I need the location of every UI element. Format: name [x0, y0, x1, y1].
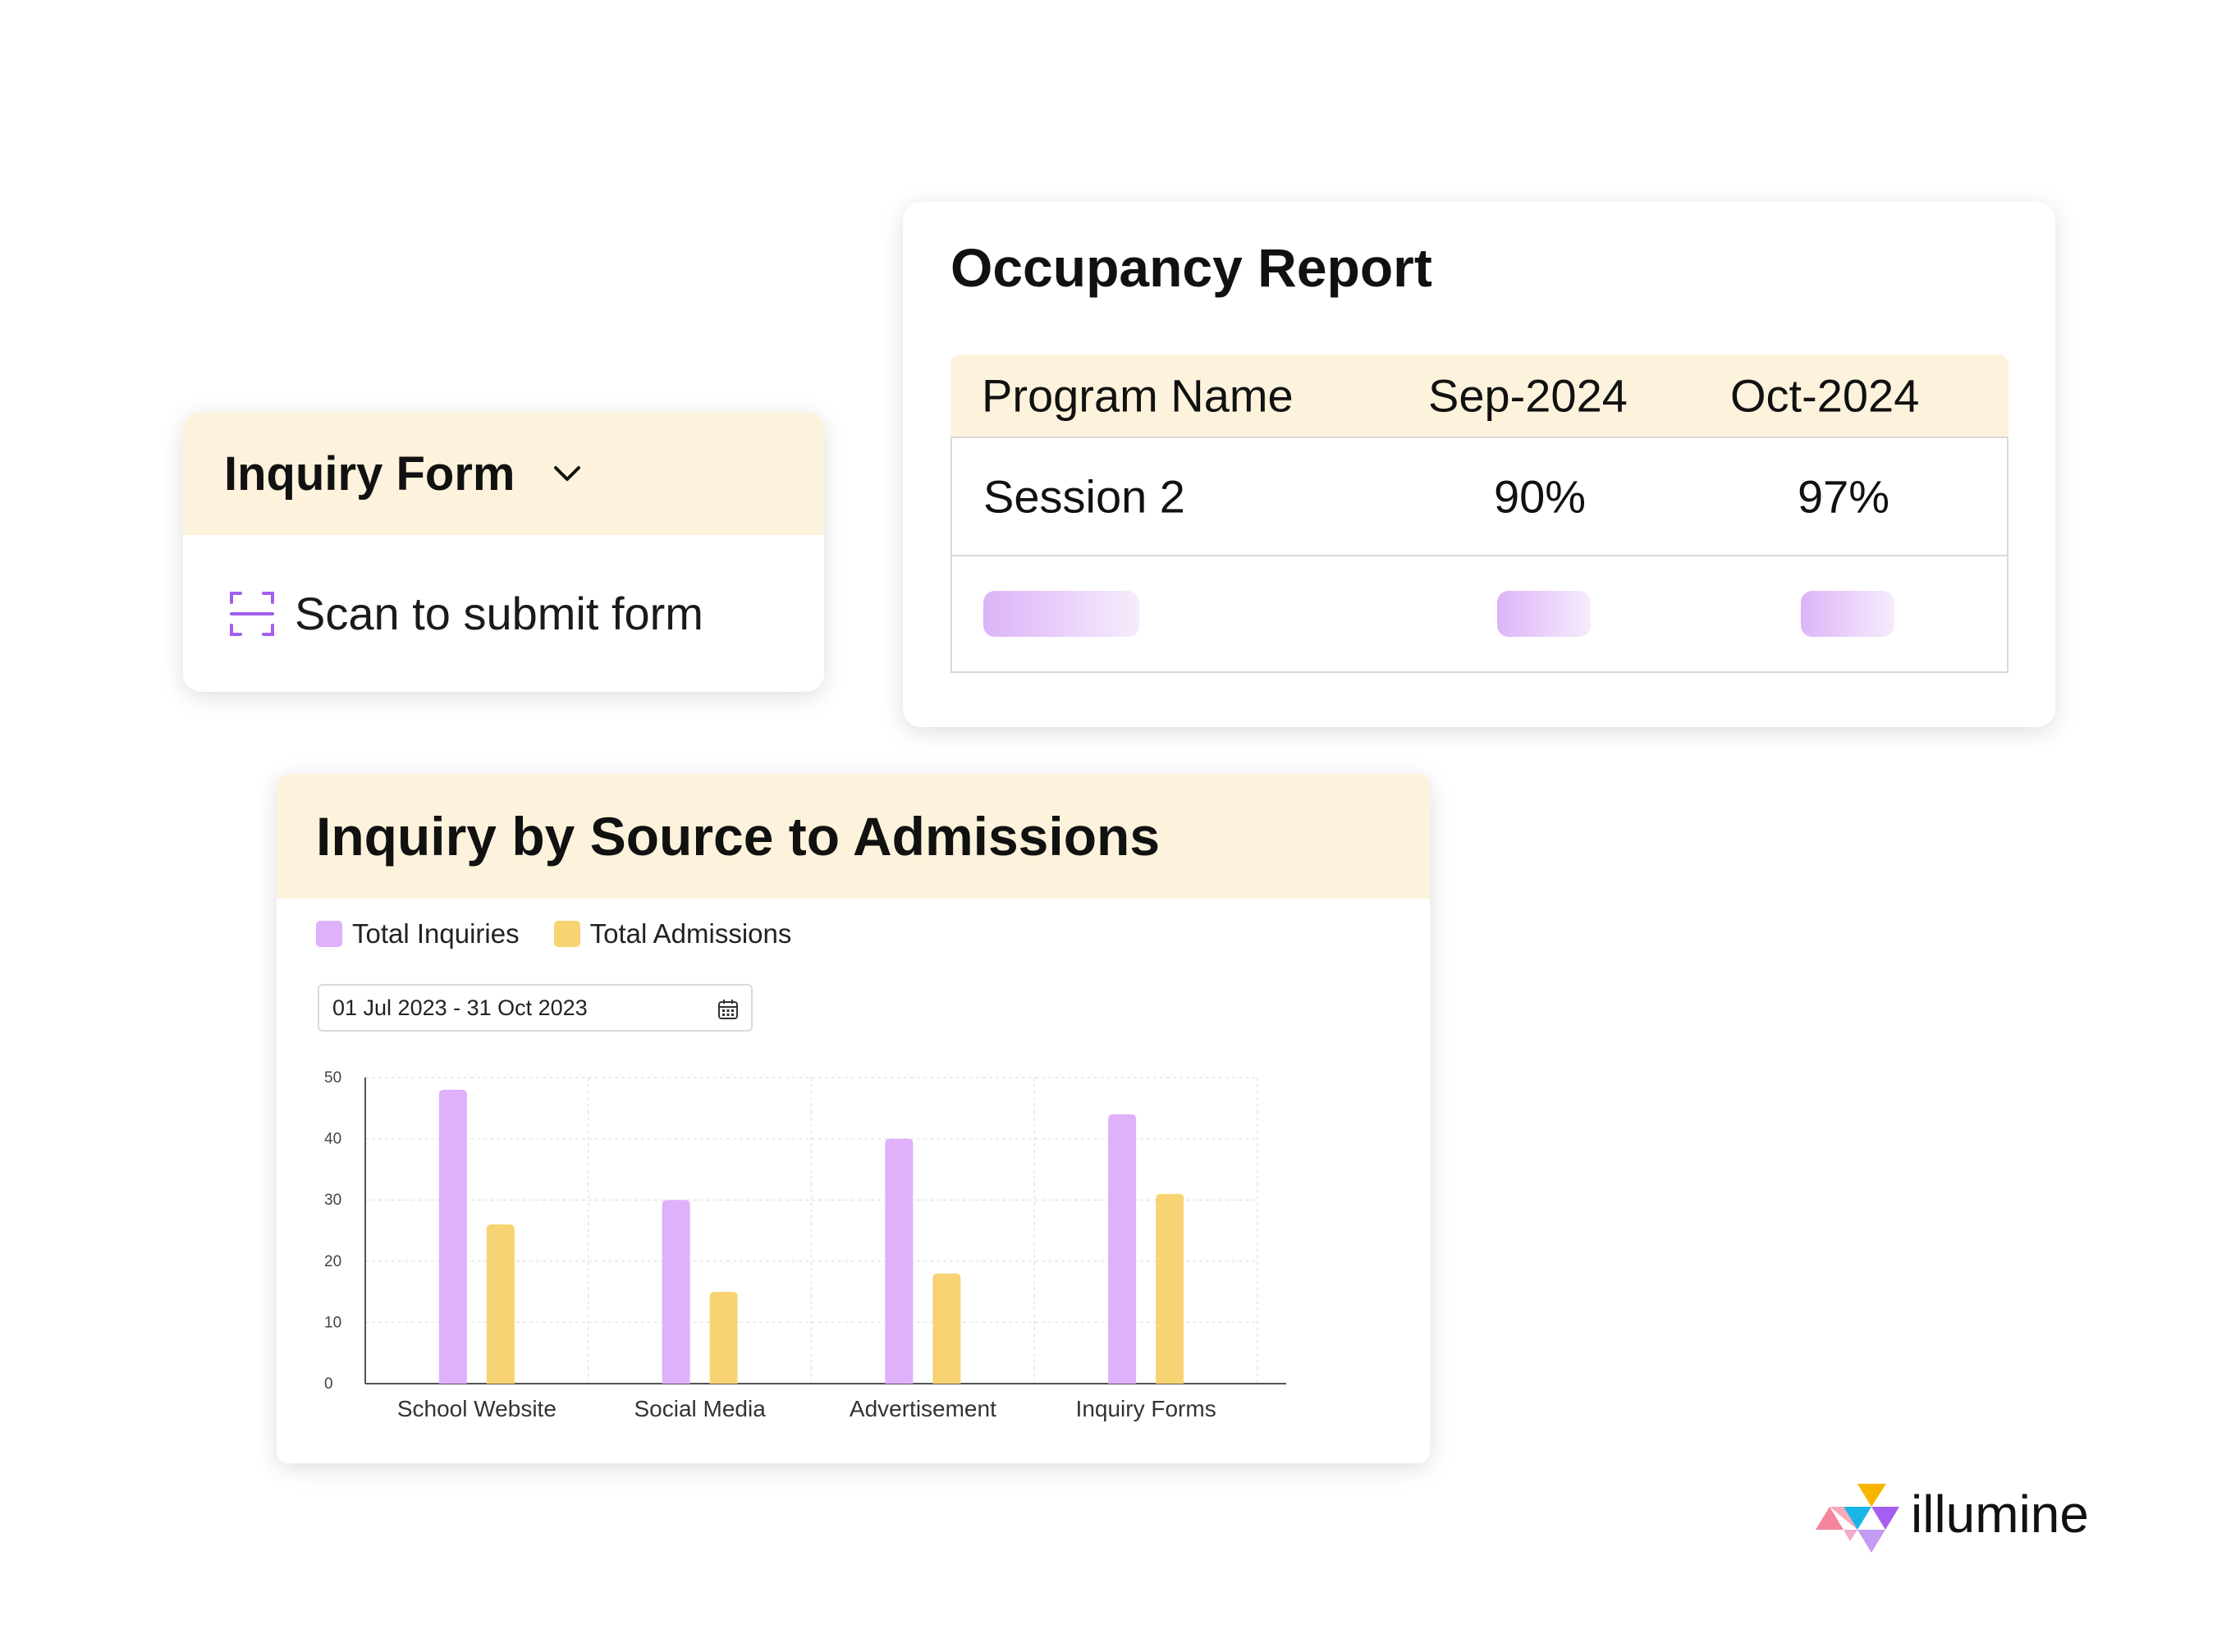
column-header-program: Program Name: [982, 369, 1294, 422]
placeholder-pill: [1801, 591, 1894, 637]
legend-item-admissions[interactable]: Total Admissions: [553, 918, 792, 950]
illumine-logo: illumine: [1812, 1477, 2108, 1567]
chart-title: Inquiry by Source to Admissions: [316, 806, 1161, 867]
bar-total-admissions: [932, 1273, 961, 1384]
brand-name: illumine: [1911, 1485, 2089, 1544]
inquiry-form-header[interactable]: Inquiry Form: [183, 412, 824, 535]
x-tick-label: Social Media: [634, 1396, 766, 1421]
x-tick-label: School Website: [397, 1396, 556, 1421]
bar-total-inquiries: [438, 1089, 467, 1384]
chevron-down-icon[interactable]: [551, 457, 584, 490]
sep-value-cell: 90%: [1494, 470, 1587, 523]
x-tick-label: Advertisement: [850, 1396, 996, 1421]
y-tick-label: 20: [324, 1253, 341, 1270]
bar-chart: 0 10 20 30 40 50 School Website Social Media Adv…: [324, 1069, 1286, 1421]
inquiry-by-source-card: Inquiry by Source to Admissions Total In…: [277, 774, 1430, 1463]
placeholder-pill: [983, 591, 1139, 637]
chart-legend: Total Inquiries Total Admissions: [316, 918, 826, 950]
x-tick-label: Inquiry Forms: [1076, 1396, 1216, 1421]
program-name-cell: Session 2: [983, 470, 1185, 523]
bar-total-inquiries: [1108, 1114, 1137, 1384]
inquiry-form-card: Inquiry Form Scan to submit form: [183, 412, 824, 692]
bar-total-inquiries: [662, 1200, 690, 1384]
bar-total-inquiries: [885, 1138, 914, 1384]
legend-item-inquiries[interactable]: Total Inquiries: [316, 918, 520, 950]
occupancy-report-card: Occupancy Report Program Name Sep-2024 O…: [903, 202, 2055, 727]
legend-swatch: [316, 921, 342, 947]
column-header-oct: Oct-2024: [1730, 369, 1920, 422]
illumine-logo-icon: [1816, 1484, 1899, 1553]
table-row: Session 2 90% 97%: [952, 438, 2007, 555]
occupancy-report-title: Occupancy Report: [950, 237, 1432, 298]
occupancy-table: Program Name Sep-2024 Oct-2024 Session 2…: [950, 355, 2008, 673]
placeholder-row: [952, 555, 2007, 671]
bar-total-admissions: [1156, 1193, 1184, 1384]
column-header-sep: Sep-2024: [1428, 369, 1628, 422]
y-tick-label: 10: [324, 1314, 341, 1331]
chart-header: Inquiry by Source to Admissions: [277, 774, 1430, 899]
inquiry-form-title: Inquiry Form: [224, 446, 515, 501]
legend-label: Total Inquiries: [352, 918, 520, 949]
scan-to-submit-link[interactable]: Scan to submit form: [295, 588, 703, 639]
y-tick-label: 30: [324, 1192, 341, 1209]
bar-total-admissions: [486, 1224, 515, 1384]
scan-icon: [230, 591, 274, 636]
bar-total-admissions: [709, 1292, 738, 1384]
calendar-icon[interactable]: [717, 998, 740, 1021]
table-header: Program Name Sep-2024 Oct-2024: [950, 355, 2008, 437]
placeholder-pill: [1497, 591, 1591, 637]
date-range-value: 01 Jul 2023 - 31 Oct 2023: [332, 995, 588, 1020]
y-tick-label: 50: [324, 1069, 341, 1087]
legend-label: Total Admissions: [589, 918, 792, 949]
date-range-picker[interactable]: 01 Jul 2023 - 31 Oct 2023: [318, 984, 753, 1032]
y-tick-label: 40: [324, 1131, 341, 1148]
legend-swatch: [553, 921, 580, 947]
oct-value-cell: 97%: [1798, 470, 1890, 523]
y-tick-label: 0: [324, 1375, 333, 1393]
